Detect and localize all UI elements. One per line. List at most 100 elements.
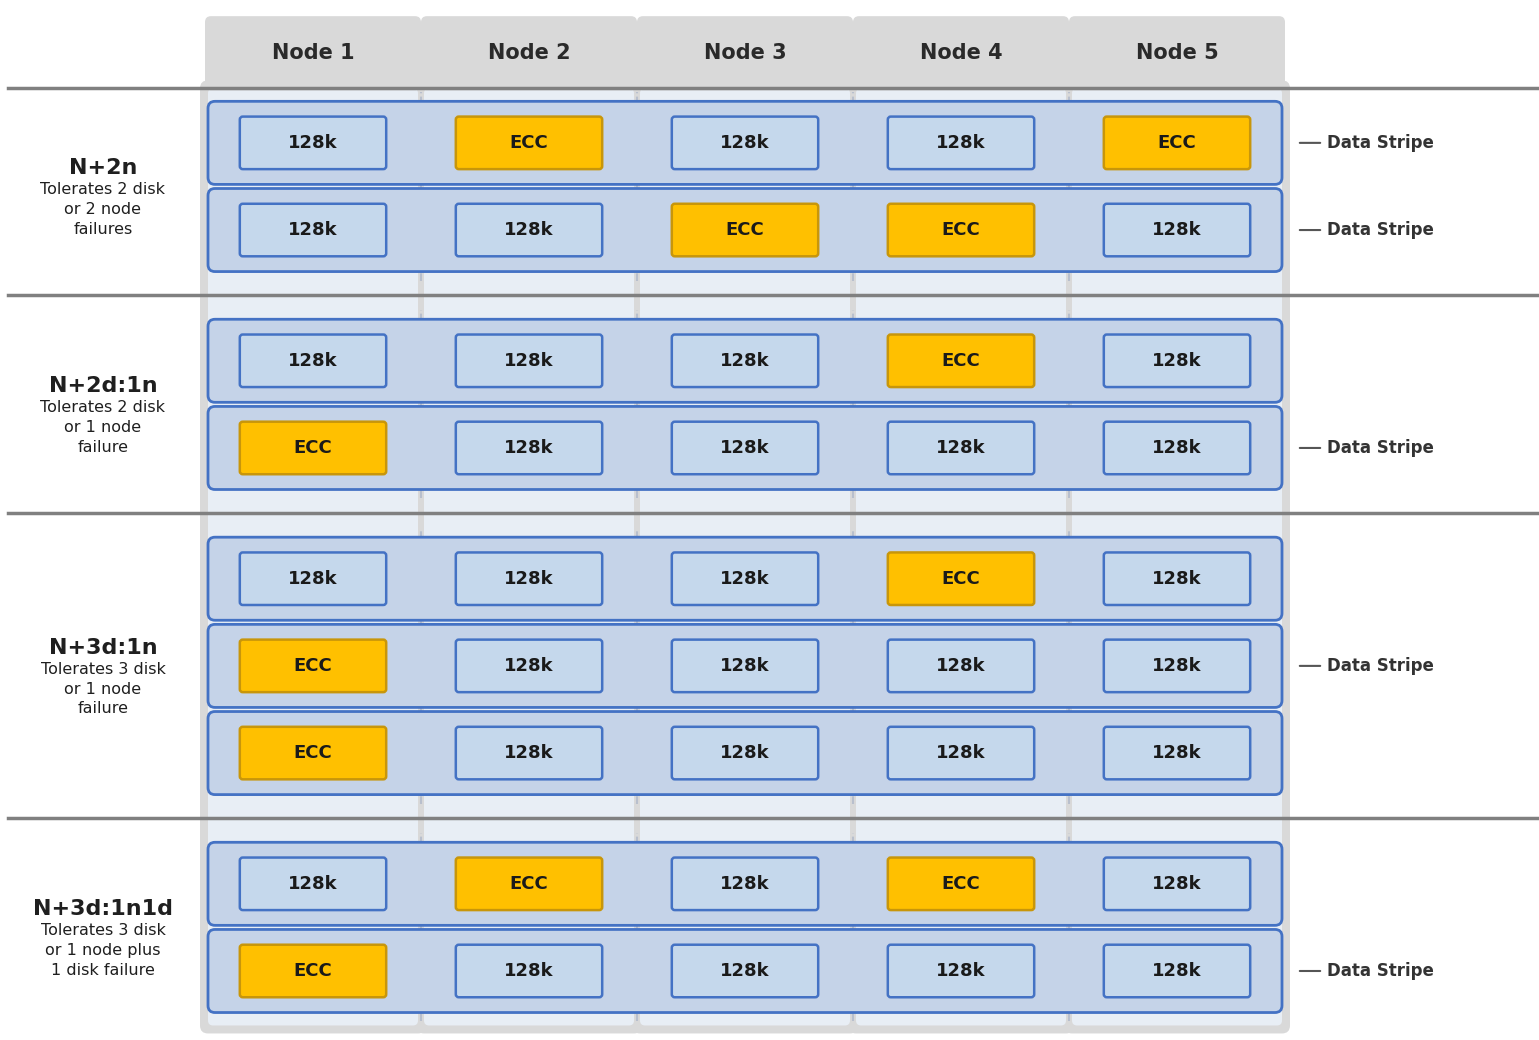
Text: 128k: 128k bbox=[720, 439, 770, 457]
Text: 128k: 128k bbox=[720, 352, 770, 370]
FancyBboxPatch shape bbox=[1103, 858, 1250, 910]
Text: Tolerates 3 disk
or 1 node plus
1 disk failure: Tolerates 3 disk or 1 node plus 1 disk f… bbox=[40, 924, 165, 978]
FancyBboxPatch shape bbox=[673, 552, 819, 605]
Text: ECC: ECC bbox=[509, 134, 548, 152]
Text: N+3d:1n1d: N+3d:1n1d bbox=[32, 900, 172, 919]
Text: 128k: 128k bbox=[720, 570, 770, 588]
Text: 128k: 128k bbox=[720, 962, 770, 980]
FancyBboxPatch shape bbox=[1063, 80, 1290, 1034]
FancyBboxPatch shape bbox=[888, 335, 1034, 387]
Text: 128k: 128k bbox=[505, 744, 554, 762]
FancyBboxPatch shape bbox=[853, 17, 1070, 90]
FancyBboxPatch shape bbox=[240, 944, 386, 997]
FancyBboxPatch shape bbox=[416, 80, 642, 1034]
FancyBboxPatch shape bbox=[456, 204, 602, 256]
Text: ECC: ECC bbox=[725, 222, 765, 239]
Text: ECC: ECC bbox=[942, 352, 980, 370]
Text: 128k: 128k bbox=[288, 570, 339, 588]
FancyBboxPatch shape bbox=[1103, 421, 1250, 474]
Text: ECC: ECC bbox=[1157, 134, 1196, 152]
Text: 128k: 128k bbox=[720, 657, 770, 675]
Text: N+2n: N+2n bbox=[69, 158, 137, 179]
Text: 128k: 128k bbox=[936, 744, 986, 762]
FancyBboxPatch shape bbox=[673, 116, 819, 170]
Text: Node 2: Node 2 bbox=[488, 44, 571, 63]
FancyBboxPatch shape bbox=[888, 944, 1034, 997]
Text: Data Stripe: Data Stripe bbox=[1327, 657, 1434, 675]
FancyBboxPatch shape bbox=[888, 552, 1034, 605]
FancyBboxPatch shape bbox=[456, 116, 602, 170]
FancyBboxPatch shape bbox=[856, 88, 1067, 1025]
FancyBboxPatch shape bbox=[456, 727, 602, 779]
FancyBboxPatch shape bbox=[208, 319, 1282, 402]
Text: 128k: 128k bbox=[1153, 744, 1202, 762]
Text: Node 3: Node 3 bbox=[703, 44, 786, 63]
Text: Node 5: Node 5 bbox=[1136, 44, 1219, 63]
FancyBboxPatch shape bbox=[640, 88, 850, 1025]
FancyBboxPatch shape bbox=[208, 88, 419, 1025]
FancyBboxPatch shape bbox=[888, 640, 1034, 693]
FancyBboxPatch shape bbox=[1103, 552, 1250, 605]
FancyBboxPatch shape bbox=[1103, 116, 1250, 170]
FancyBboxPatch shape bbox=[456, 640, 602, 693]
Text: 128k: 128k bbox=[936, 962, 986, 980]
FancyBboxPatch shape bbox=[208, 930, 1282, 1013]
Text: 128k: 128k bbox=[505, 962, 554, 980]
Text: 128k: 128k bbox=[1153, 570, 1202, 588]
FancyBboxPatch shape bbox=[1103, 944, 1250, 997]
FancyBboxPatch shape bbox=[1070, 17, 1285, 90]
Text: Node 4: Node 4 bbox=[920, 44, 1002, 63]
FancyBboxPatch shape bbox=[637, 17, 853, 90]
FancyBboxPatch shape bbox=[208, 407, 1282, 490]
Text: ECC: ECC bbox=[942, 222, 980, 239]
Text: 128k: 128k bbox=[936, 134, 986, 152]
Text: N+2d:1n: N+2d:1n bbox=[49, 376, 157, 396]
FancyBboxPatch shape bbox=[456, 421, 602, 474]
Text: Node 1: Node 1 bbox=[272, 44, 354, 63]
Text: 128k: 128k bbox=[288, 134, 339, 152]
Text: 128k: 128k bbox=[288, 875, 339, 892]
FancyBboxPatch shape bbox=[240, 552, 386, 605]
Text: 128k: 128k bbox=[505, 222, 554, 239]
FancyBboxPatch shape bbox=[422, 17, 637, 90]
FancyBboxPatch shape bbox=[1103, 727, 1250, 779]
FancyBboxPatch shape bbox=[888, 116, 1034, 170]
FancyBboxPatch shape bbox=[208, 624, 1282, 707]
FancyBboxPatch shape bbox=[673, 858, 819, 910]
FancyBboxPatch shape bbox=[848, 80, 1074, 1034]
FancyBboxPatch shape bbox=[888, 421, 1034, 474]
Text: Tolerates 3 disk
or 1 node
failure: Tolerates 3 disk or 1 node failure bbox=[40, 661, 165, 717]
Text: Tolerates 2 disk
or 1 node
failure: Tolerates 2 disk or 1 node failure bbox=[40, 400, 166, 454]
FancyBboxPatch shape bbox=[673, 335, 819, 387]
Text: N+3d:1n: N+3d:1n bbox=[49, 638, 157, 658]
FancyBboxPatch shape bbox=[208, 842, 1282, 926]
FancyBboxPatch shape bbox=[200, 80, 426, 1034]
Text: 128k: 128k bbox=[505, 439, 554, 457]
FancyBboxPatch shape bbox=[1103, 640, 1250, 693]
Text: 128k: 128k bbox=[1153, 962, 1202, 980]
FancyBboxPatch shape bbox=[208, 711, 1282, 795]
Text: 128k: 128k bbox=[505, 352, 554, 370]
FancyBboxPatch shape bbox=[888, 204, 1034, 256]
Text: 128k: 128k bbox=[720, 744, 770, 762]
Text: 128k: 128k bbox=[505, 657, 554, 675]
FancyBboxPatch shape bbox=[1073, 88, 1282, 1025]
FancyBboxPatch shape bbox=[456, 858, 602, 910]
Text: ECC: ECC bbox=[942, 875, 980, 892]
Text: ECC: ECC bbox=[509, 875, 548, 892]
Text: 128k: 128k bbox=[1153, 222, 1202, 239]
FancyBboxPatch shape bbox=[240, 335, 386, 387]
FancyBboxPatch shape bbox=[240, 727, 386, 779]
Text: 128k: 128k bbox=[936, 657, 986, 675]
Text: ECC: ECC bbox=[294, 744, 332, 762]
Text: 128k: 128k bbox=[936, 439, 986, 457]
FancyBboxPatch shape bbox=[425, 88, 634, 1025]
FancyBboxPatch shape bbox=[673, 421, 819, 474]
FancyBboxPatch shape bbox=[1103, 335, 1250, 387]
Text: 128k: 128k bbox=[720, 875, 770, 892]
FancyBboxPatch shape bbox=[888, 858, 1034, 910]
Text: 128k: 128k bbox=[1153, 875, 1202, 892]
Text: ECC: ECC bbox=[294, 439, 332, 457]
Text: ECC: ECC bbox=[942, 570, 980, 588]
Text: ECC: ECC bbox=[294, 962, 332, 980]
